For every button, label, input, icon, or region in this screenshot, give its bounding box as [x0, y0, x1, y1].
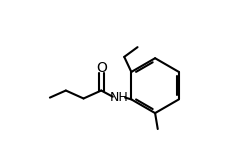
Text: O: O: [96, 61, 107, 75]
Text: NH: NH: [110, 91, 128, 104]
